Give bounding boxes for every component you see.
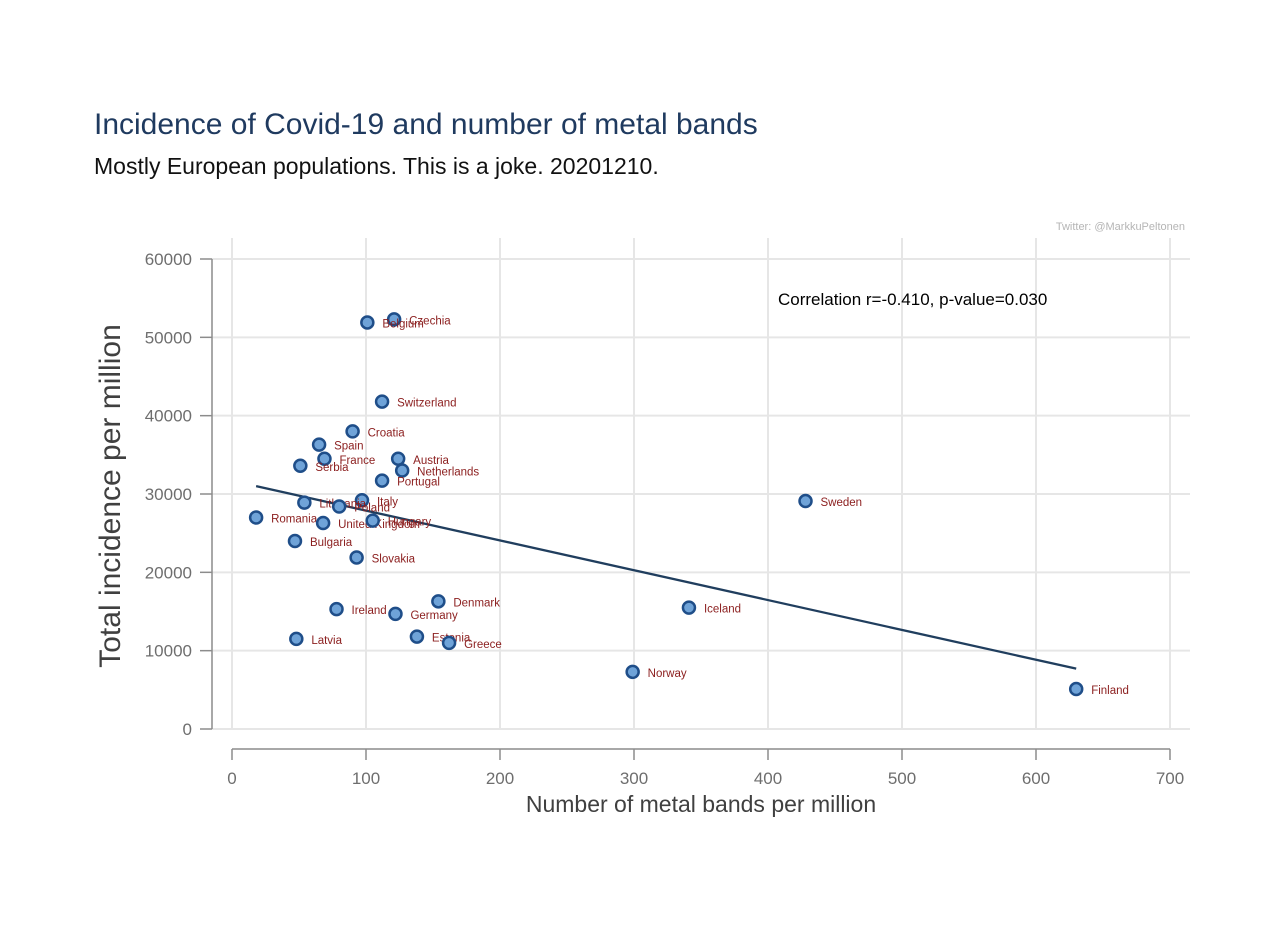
- point-label: Slovakia: [372, 553, 416, 565]
- point-label: Austria: [413, 455, 449, 467]
- point-label: Czechia: [409, 315, 451, 327]
- x-tick-label: 500: [888, 769, 916, 788]
- data-point: [289, 631, 304, 647]
- data-point: [331, 499, 347, 514]
- point-label: Bulgaria: [310, 537, 353, 549]
- point-label: United Kingdom: [338, 519, 420, 531]
- x-tick-label: 0: [227, 769, 236, 788]
- data-point: [386, 312, 402, 327]
- data-point: [354, 493, 370, 508]
- data-point: [315, 515, 331, 531]
- y-axis-title: Total incidence per million: [94, 324, 127, 668]
- point-label: Finland: [1091, 685, 1129, 697]
- y-tick-label: 10000: [145, 642, 192, 661]
- correlation-annotation: Correlation r=-0.410, p-value=0.030: [778, 290, 1047, 309]
- point-label: Netherlands: [417, 467, 479, 479]
- data-point: [248, 510, 264, 525]
- data-point: [329, 601, 344, 617]
- point-label: Hungary: [388, 517, 432, 529]
- x-tick-label: 400: [754, 769, 782, 788]
- chart-title: Incidence of Covid-19 and number of meta…: [94, 108, 758, 141]
- point-label: Switzerland: [397, 398, 456, 410]
- point-label: Ireland: [352, 605, 387, 617]
- fit-layer: [255, 485, 1077, 670]
- grid-layer: [212, 238, 1190, 730]
- data-point: [360, 315, 375, 330]
- y-tick-label: 40000: [145, 407, 192, 426]
- data-point: [625, 664, 640, 680]
- point-label: Sweden: [821, 497, 863, 509]
- data-point: [287, 533, 303, 549]
- point-label: Portugal: [397, 477, 440, 489]
- data-point: [311, 437, 327, 452]
- y-tick-label: 50000: [145, 328, 192, 347]
- data-point: [349, 550, 364, 565]
- point-label: Poland: [354, 503, 390, 515]
- x-axis-title: Number of metal bands per million: [526, 791, 876, 817]
- data-point: [431, 594, 446, 609]
- point-label: Serbia: [315, 462, 349, 474]
- x-tick-label: 600: [1022, 769, 1050, 788]
- point-label: France: [339, 455, 375, 467]
- point-label: Italy: [377, 496, 398, 508]
- y-tick-label: 30000: [145, 485, 192, 504]
- x-tick-label: 300: [620, 769, 648, 788]
- data-point: [374, 473, 390, 488]
- data-point: [365, 513, 380, 528]
- y-tick-label: 0: [183, 720, 192, 739]
- point-label: Iceland: [704, 604, 741, 616]
- axes-layer: 0 10000 20000 30000 40000 50000 60000 0 100 200 30…: [145, 250, 1184, 788]
- data-point: [798, 493, 813, 509]
- x-tick-label: 100: [352, 769, 380, 788]
- credit-text: Twitter: @MarkkuPeltonen: [1056, 221, 1185, 233]
- point-label: Spain: [334, 441, 363, 453]
- data-point: [390, 451, 406, 466]
- data-point: [1068, 681, 1084, 697]
- data-point: [441, 635, 457, 651]
- point-label: Croatia: [368, 427, 406, 439]
- point-label: Denmark: [453, 597, 500, 609]
- point-label: Greece: [464, 639, 502, 651]
- data-point: [317, 451, 332, 466]
- data-point: [345, 424, 360, 439]
- point-label: Norway: [648, 668, 687, 680]
- data-point: [293, 458, 308, 474]
- data-point: [297, 495, 312, 510]
- data-point: [681, 600, 697, 615]
- x-tick-label: 700: [1156, 769, 1184, 788]
- data-point: [409, 629, 425, 644]
- point-label: Latvia: [311, 635, 342, 647]
- x-tick-label: 200: [486, 769, 514, 788]
- fit-line: [255, 485, 1077, 670]
- y-tick-label: 20000: [145, 563, 192, 582]
- data-point: [374, 394, 390, 409]
- point-label: Germany: [410, 610, 458, 622]
- point-label: Romania: [271, 514, 318, 526]
- point-label: Belgium: [382, 318, 424, 330]
- y-tick-label: 60000: [145, 250, 192, 269]
- chart-subtitle: Mostly European populations. This is a j…: [94, 153, 659, 179]
- data-point: [394, 463, 410, 478]
- data-point: [388, 606, 403, 622]
